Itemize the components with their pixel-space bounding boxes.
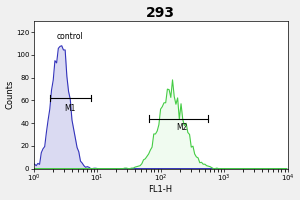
Y-axis label: Counts: Counts	[6, 80, 15, 109]
Text: control: control	[57, 32, 83, 41]
Text: M1: M1	[64, 104, 75, 113]
Text: M2: M2	[176, 123, 188, 132]
X-axis label: FL1-H: FL1-H	[148, 185, 172, 194]
Title: 293: 293	[146, 6, 175, 20]
